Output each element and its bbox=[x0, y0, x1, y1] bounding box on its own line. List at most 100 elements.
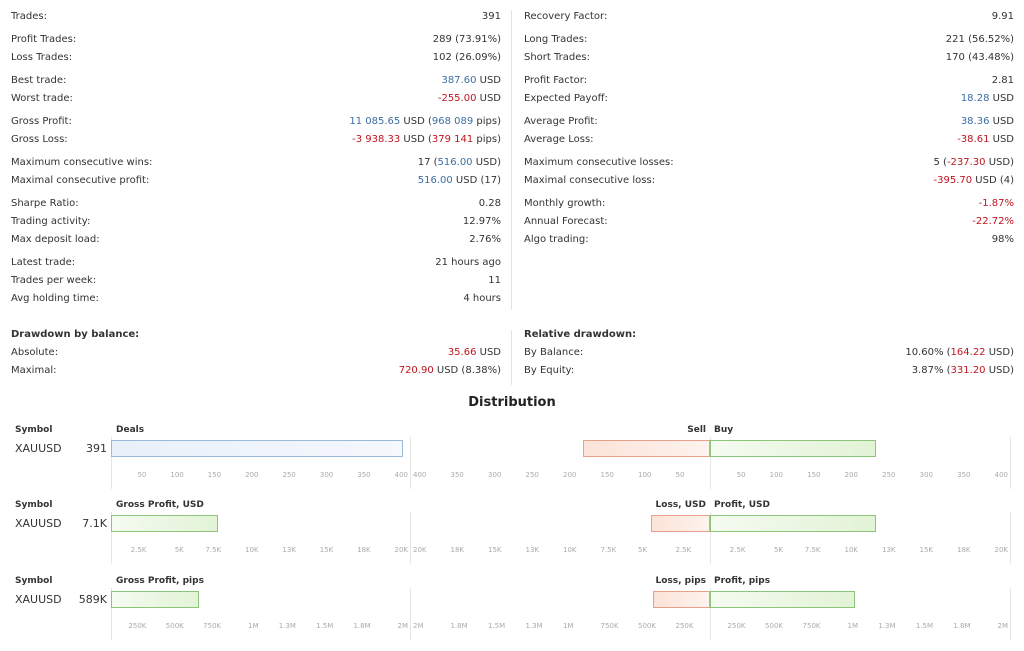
stat-row: By Equity: 3.87% (331.20 USD) bbox=[524, 362, 1014, 380]
tick-label: 2M bbox=[413, 622, 424, 630]
stat-row: Avg holding time: 4 hours bbox=[11, 290, 501, 308]
stat-value-part: 331.20 bbox=[950, 365, 986, 376]
tick-label: 150 bbox=[207, 471, 222, 479]
axis-line bbox=[410, 437, 411, 489]
stat-label: Short Trades: bbox=[524, 52, 590, 63]
tick-label: 1.5M bbox=[316, 622, 334, 630]
stat-row: Average Profit: 38.36 USD bbox=[524, 113, 1014, 131]
tick-label: 50 bbox=[736, 471, 746, 479]
stat-value: 0.28 bbox=[479, 195, 501, 213]
axis-line bbox=[410, 588, 411, 640]
stat-value: 4 hours bbox=[463, 290, 501, 308]
stat-row: Maximum consecutive losses: 5 (-237.30 US… bbox=[524, 154, 1014, 172]
tick-label: 200 bbox=[844, 471, 858, 479]
distribution-section: Symbol XAUUSD 391 Deals Sell Buy 50 100 150 200 25… bbox=[0, 425, 1024, 497]
stat-value-part: 3.87% ( bbox=[911, 365, 951, 376]
stat-value: -38.61 USD bbox=[957, 131, 1014, 149]
tick-label: 100 bbox=[638, 471, 652, 479]
stat-label: Latest trade: bbox=[11, 257, 76, 268]
tick-label: 1.5M bbox=[488, 622, 506, 630]
stat-label: Worst trade: bbox=[11, 93, 73, 104]
stat-value-part: USD) bbox=[472, 157, 501, 168]
stat-row: Annual Forecast: -22.72% bbox=[524, 213, 1014, 231]
symbol-header: Symbol bbox=[15, 425, 53, 435]
stat-value-part: 102 (26.09%) bbox=[432, 52, 501, 63]
tick-label: 20K bbox=[394, 546, 409, 554]
tick-label: 750K bbox=[203, 622, 222, 630]
stat-label: Max deposit load: bbox=[11, 234, 100, 245]
stat-value: 391 bbox=[482, 8, 501, 26]
stat-value: -255.00 USD bbox=[438, 90, 501, 108]
tick-label: 15K bbox=[919, 546, 934, 554]
tick-label: 2.5K bbox=[729, 546, 746, 554]
stat-label: Absolute: bbox=[11, 347, 59, 358]
stat-value-part: 11 085.65 bbox=[349, 116, 401, 127]
stat-row: Profit Trades: 289 (73.91%) bbox=[11, 31, 501, 49]
right-chart-header-positive: Profit, pips bbox=[714, 576, 771, 586]
right-chart-header-positive: Profit, USD bbox=[714, 500, 771, 510]
stat-value-part: 170 (43.48%) bbox=[945, 52, 1014, 63]
stat-row: Maximal: 720.90 USD (8.38%) bbox=[11, 362, 501, 380]
stat-value-part: pips) bbox=[473, 134, 501, 145]
stat-label: Gross Loss: bbox=[11, 134, 68, 145]
stat-value-part: USD) bbox=[985, 347, 1014, 358]
right-chart-header-negative: Sell bbox=[687, 425, 706, 435]
total-bar bbox=[111, 440, 404, 457]
tick-label: 20K bbox=[994, 546, 1009, 554]
stat-value-part: 98% bbox=[991, 234, 1014, 245]
stat-row: Recovery Factor: 9.91 bbox=[524, 8, 1014, 26]
tick-label: 13K bbox=[882, 546, 896, 554]
axis-line bbox=[710, 437, 711, 489]
stat-value: 289 (73.91%) bbox=[433, 31, 501, 49]
stat-value-part: USD) bbox=[985, 365, 1014, 376]
stat-value-part: USD bbox=[989, 93, 1014, 104]
stat-value-part: 21 hours ago bbox=[435, 257, 501, 268]
tick-label: 18K bbox=[450, 546, 465, 554]
tick-label: 200 bbox=[563, 471, 577, 479]
tick-label: 150 bbox=[807, 471, 821, 479]
stat-value-part: 38.36 bbox=[960, 116, 990, 127]
stat-value-part: 289 (73.91%) bbox=[432, 34, 501, 45]
axis-line bbox=[1010, 512, 1011, 564]
stat-value-part: -22.72% bbox=[972, 216, 1014, 227]
stat-value-part: 720.90 bbox=[398, 365, 434, 376]
stat-row: Maximum consecutive wins: 17 (516.00 USD) bbox=[11, 154, 501, 172]
left-chart-header: Gross Profit, pips bbox=[116, 576, 204, 586]
tick-label: 400 bbox=[394, 471, 408, 479]
stat-value: -22.72% bbox=[972, 213, 1014, 231]
tick-label: 300 bbox=[919, 471, 933, 479]
right-chart-header-positive: Buy bbox=[714, 425, 734, 435]
tick-label: 250 bbox=[882, 471, 896, 479]
stat-row: Monthly growth: -1.87% bbox=[524, 195, 1014, 213]
tick-label: 13K bbox=[525, 546, 540, 554]
stat-label: Trades: bbox=[11, 11, 47, 22]
stat-row: Algo trading: 98% bbox=[524, 231, 1014, 249]
stat-value-part: 10.60% ( bbox=[905, 347, 951, 358]
symbol-header: Symbol bbox=[15, 500, 53, 510]
axis-line bbox=[1010, 437, 1011, 489]
tick-label: 1.8M bbox=[450, 622, 468, 630]
stat-value: -1.87% bbox=[979, 195, 1014, 213]
stat-value: 221 (56.52%) bbox=[946, 31, 1014, 49]
tick-label: 1.3M bbox=[278, 622, 296, 630]
tick-label: 350 bbox=[450, 471, 464, 479]
axis-line bbox=[710, 512, 711, 564]
stat-value-part: USD bbox=[476, 93, 501, 104]
stat-value: 387.60 USD bbox=[441, 72, 501, 90]
stat-row: Trades per week: 11 bbox=[11, 272, 501, 290]
stat-value-part: 221 (56.52%) bbox=[945, 34, 1014, 45]
tick-label: 350 bbox=[957, 471, 971, 479]
tick-label: 2.5K bbox=[130, 546, 147, 554]
tick-label: 5K bbox=[174, 546, 184, 554]
stat-value: 2.81 bbox=[992, 72, 1014, 90]
negative-bar bbox=[653, 591, 710, 608]
stat-value: -395.70 USD (4) bbox=[934, 172, 1015, 190]
stat-value: -3 938.33 USD (379 141 pips) bbox=[352, 131, 501, 149]
column-divider-drawdown bbox=[511, 330, 512, 385]
drawdown-balance-title: Drawdown by balance: bbox=[11, 329, 140, 340]
stat-label: Best trade: bbox=[11, 75, 67, 86]
tick-label: 7.5K bbox=[205, 546, 222, 554]
left-chart-header: Deals bbox=[116, 425, 145, 435]
tick-label: 1.5M bbox=[915, 622, 933, 630]
stat-label: Maximum consecutive wins: bbox=[11, 157, 153, 168]
